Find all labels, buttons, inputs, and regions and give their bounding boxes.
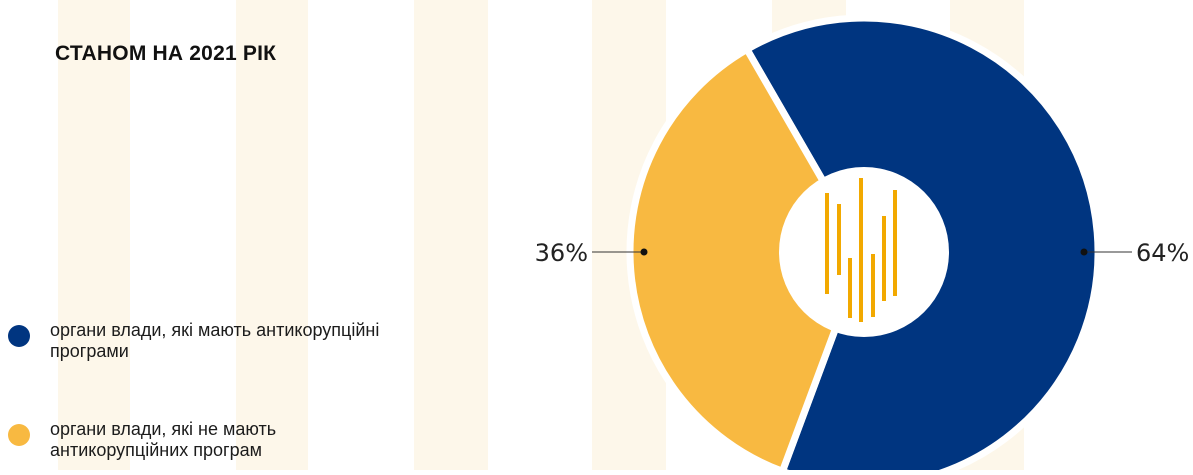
logo-bar	[825, 193, 829, 294]
logo-bar	[837, 204, 841, 275]
legend-item-with-programs: органи влади, які мають антикорупційні п…	[8, 320, 408, 376]
legend-swatch-with-programs	[8, 325, 30, 347]
legend-label-without-programs: органи влади, які не мають антикорупційн…	[50, 419, 277, 460]
background-stripe	[58, 0, 130, 470]
legend-label-with-programs: органи влади, які мають антикорупційні п…	[50, 320, 380, 361]
legend-swatch-without-programs	[8, 424, 30, 446]
donut-hole	[779, 167, 949, 337]
logo-bar	[893, 190, 897, 296]
logo-bar	[882, 216, 886, 301]
logo-bar	[848, 258, 852, 318]
legend-item-without-programs: органи влади, які не мають антикорупційн…	[8, 419, 408, 475]
leader-dot	[640, 248, 648, 256]
label-with-programs: 64%	[1136, 239, 1189, 267]
logo-bar	[871, 254, 875, 317]
leader-dot	[1080, 248, 1088, 256]
background-stripe	[236, 0, 308, 470]
label-without-programs: 36%	[535, 239, 588, 267]
chart-title: СТАНОМ НА 2021 РІК	[55, 42, 277, 65]
slice-without-programs	[626, 44, 868, 470]
logo-bar	[859, 178, 863, 322]
background-stripe	[414, 0, 488, 470]
